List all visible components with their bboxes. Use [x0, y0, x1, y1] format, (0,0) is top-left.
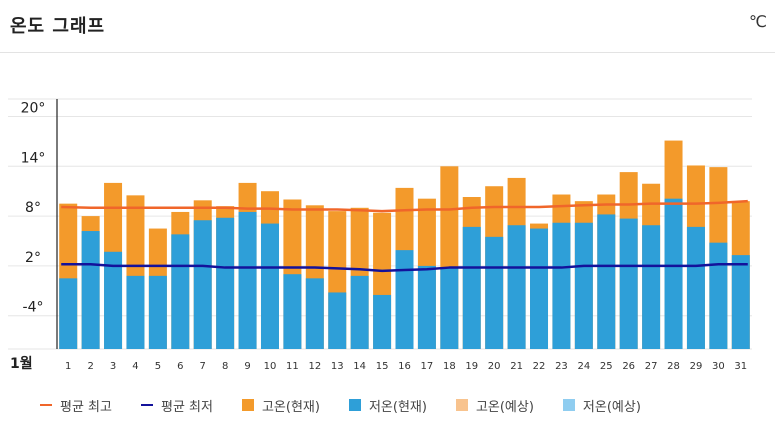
- x-tick-label: 1: [65, 361, 71, 372]
- bar-low-25: [597, 214, 616, 349]
- bar-low-26: [619, 218, 638, 349]
- x-tick-label: 4: [132, 361, 138, 372]
- bar-low-7: [193, 220, 212, 349]
- x-tick-label: 7: [200, 361, 206, 372]
- legend-high-forecast[interactable]: 고온(예상): [455, 396, 534, 415]
- bar-low-9: [238, 211, 257, 349]
- chart-header: 온도 그래프 ℃: [0, 0, 775, 53]
- legend-avg-low-label: 평균 최저: [160, 399, 213, 415]
- x-axis-month-label: 1월: [10, 355, 33, 372]
- bar-low-3: [104, 251, 123, 349]
- bar-low-1: [59, 278, 78, 349]
- x-tick-label: 27: [645, 361, 658, 372]
- unit-toggle-button[interactable]: ℃: [749, 12, 767, 31]
- avg-high-line: [61, 199, 748, 213]
- y-tick-label: 8°: [25, 200, 41, 216]
- bar-low-27: [642, 225, 661, 349]
- x-tick-label: 17: [421, 361, 434, 372]
- x-tick-label: 20: [488, 361, 501, 372]
- x-tick-label: 13: [331, 361, 344, 372]
- x-tick-label: 10: [264, 361, 277, 372]
- bar-low-14: [350, 275, 369, 349]
- x-tick-label: 19: [465, 361, 478, 372]
- legend-avg-high-swatch: [40, 404, 52, 406]
- y-tick-label: 20°: [21, 101, 46, 117]
- legend-low-forecast[interactable]: 저온(예상): [562, 396, 641, 415]
- x-tick-label: 14: [353, 361, 366, 372]
- bar-low-8: [216, 217, 235, 349]
- x-tick-label: 31: [734, 361, 747, 372]
- bar-low-16: [395, 250, 414, 349]
- bar-low-17: [417, 265, 436, 349]
- x-tick-label: 12: [308, 361, 321, 372]
- legend-avg-low[interactable]: 평균 최저: [140, 396, 213, 415]
- x-tick-label: 24: [577, 361, 590, 372]
- y-tick-label: 2°: [25, 250, 41, 266]
- legend-low-forecast-label: 저온(예상): [582, 399, 641, 415]
- x-tick-label: 22: [533, 361, 546, 372]
- legend-low-forecast-swatch: [562, 399, 575, 411]
- legend-avg-high[interactable]: 평균 최고: [40, 396, 112, 415]
- bar-low-31: [731, 255, 750, 349]
- bar-low-10: [260, 223, 279, 349]
- bar-low-21: [507, 225, 526, 349]
- x-tick-label: 9: [244, 361, 250, 372]
- bar-low-4: [126, 275, 145, 349]
- bar-low-13: [328, 292, 347, 349]
- legend-avg-low-swatch: [140, 404, 153, 406]
- bar-low-11: [283, 274, 302, 349]
- x-tick-label: 21: [510, 361, 523, 372]
- legend-high-current-swatch: [241, 399, 254, 411]
- chart-legend: 평균 최고 평균 최저 고온(현재) 저온(현재) 고온(예상) 저온(예상): [40, 395, 670, 415]
- bar-low-22: [530, 228, 549, 349]
- bar-low-6: [171, 234, 190, 349]
- bar-low-29: [686, 226, 705, 349]
- x-tick-label: 2: [87, 361, 93, 372]
- x-tick-label: 23: [555, 361, 568, 372]
- x-tick-label: 16: [398, 361, 411, 372]
- bar-low-30: [709, 242, 728, 349]
- x-tick-label: 15: [376, 361, 389, 372]
- bar-low-18: [440, 268, 459, 349]
- legend-high-current[interactable]: 고온(현재): [241, 396, 320, 415]
- x-tick-label: 26: [622, 361, 635, 372]
- x-tick-label: 30: [712, 361, 725, 372]
- x-tick-label: 29: [690, 361, 703, 372]
- legend-low-current-label: 저온(현재): [368, 399, 427, 415]
- bar-low-15: [373, 294, 392, 349]
- bar-low-28: [664, 198, 683, 349]
- x-tick-label: 28: [667, 361, 680, 372]
- y-tick-label: -4°: [23, 300, 44, 316]
- bar-low-2: [81, 231, 100, 349]
- legend-high-forecast-swatch: [455, 399, 468, 411]
- bar-low-19: [462, 226, 481, 349]
- x-tick-label: 11: [286, 361, 299, 372]
- bar-low-12: [305, 278, 324, 349]
- x-tick-label: 5: [155, 361, 161, 372]
- bar-low-20: [485, 236, 504, 349]
- legend-low-current[interactable]: 저온(현재): [348, 396, 427, 415]
- x-tick-label: 25: [600, 361, 613, 372]
- avg-low-line: [61, 262, 748, 273]
- x-tick-label: 3: [110, 361, 116, 372]
- bar-low-23: [552, 222, 571, 349]
- x-tick-label: 6: [177, 361, 183, 372]
- legend-low-current-swatch: [348, 399, 361, 411]
- chart-title: 온도 그래프: [10, 16, 106, 37]
- bar-low-24: [574, 222, 593, 349]
- x-tick-label: 8: [222, 361, 228, 372]
- bar-low-5: [148, 275, 167, 349]
- x-tick-label: 18: [443, 361, 456, 372]
- legend-avg-high-label: 평균 최고: [60, 399, 112, 415]
- legend-high-current-label: 고온(현재): [261, 399, 320, 415]
- legend-high-forecast-label: 고온(예상): [475, 399, 534, 415]
- y-tick-label: 14°: [21, 150, 46, 166]
